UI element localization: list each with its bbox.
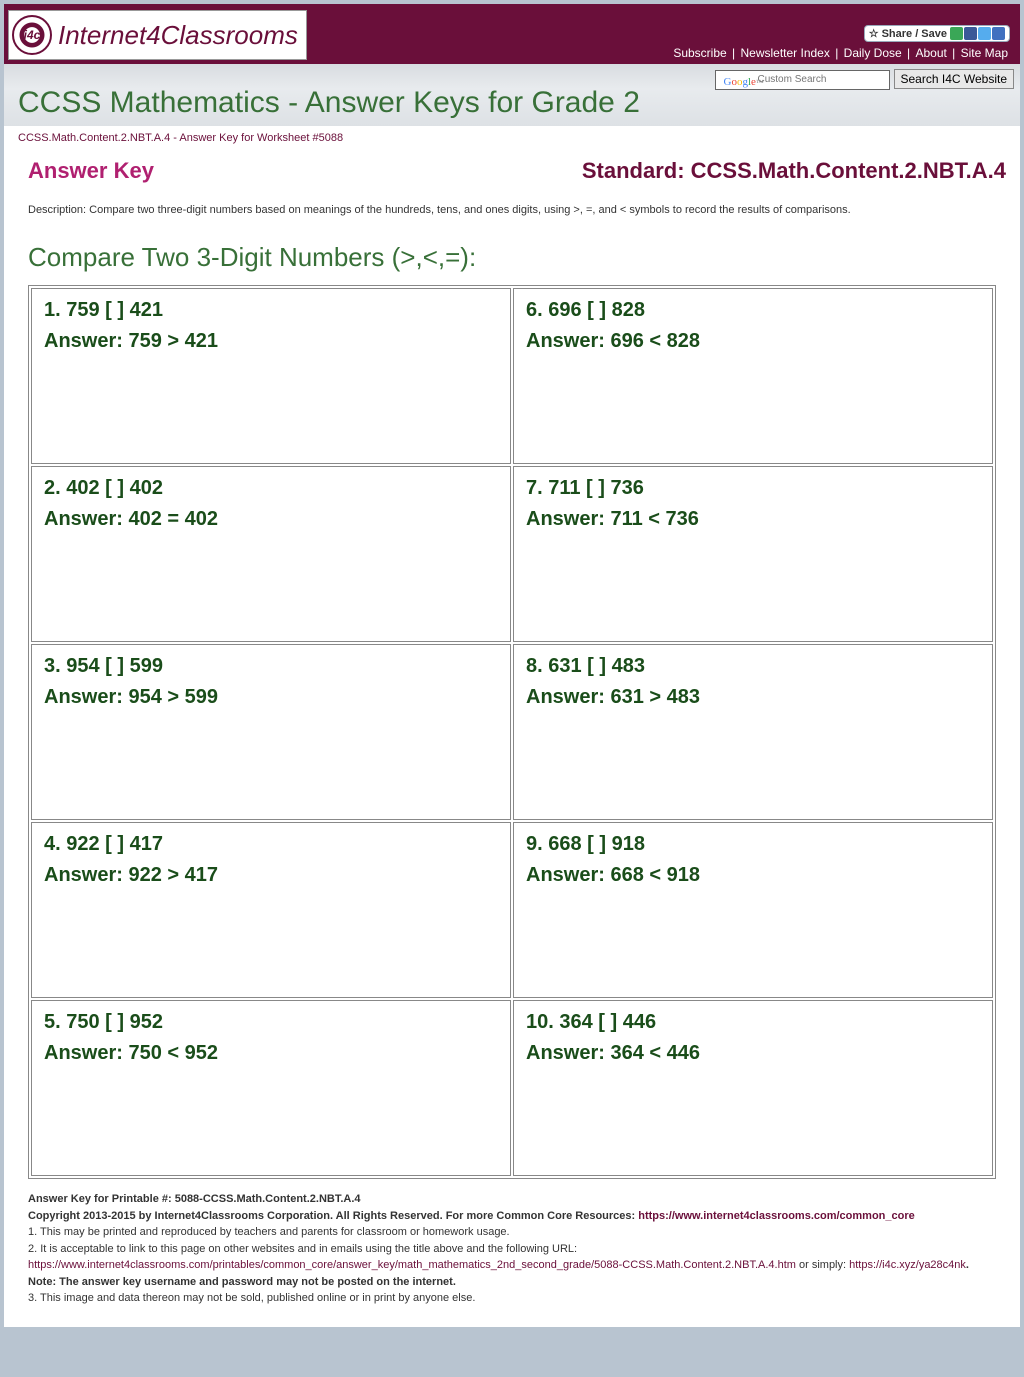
- footer: Answer Key for Printable #: 5088-CCSS.Ma…: [4, 1179, 1020, 1327]
- share-icon: [950, 27, 963, 40]
- problem-cell: 2. 402 [ ] 402 Answer: 402 = 402: [31, 466, 511, 642]
- problem-cell: 7. 711 [ ] 736 Answer: 711 < 736: [513, 466, 993, 642]
- breadcrumb: CCSS.Math.Content.2.NBT.A.4 - Answer Key…: [4, 126, 1020, 148]
- footer-url-long[interactable]: https://www.internet4classrooms.com/prin…: [28, 1259, 796, 1271]
- question-line: 8. 631 [ ] 483: [526, 655, 980, 678]
- nav-sitemap[interactable]: Site Map: [959, 46, 1010, 60]
- answer-line: Answer: 668 < 918: [526, 864, 980, 887]
- footer-printable: Answer Key for Printable #: 5088-CCSS.Ma…: [28, 1193, 361, 1205]
- footer-line2: 2. It is acceptable to link to this page…: [28, 1243, 577, 1255]
- footer-copyright: Copyright 2013-2015 by Internet4Classroo…: [28, 1210, 638, 1222]
- problem-cell: 9. 668 [ ] 918 Answer: 668 < 918: [513, 822, 993, 998]
- answer-line: Answer: 631 > 483: [526, 686, 980, 709]
- nav-subscribe[interactable]: Subscribe: [671, 46, 728, 60]
- description: Description: Compare two three-digit num…: [4, 184, 1020, 224]
- question-line: 10. 364 [ ] 446: [526, 1011, 980, 1034]
- footer-line3: 3. This image and data thereon may not b…: [28, 1292, 475, 1304]
- problem-cell: 6. 696 [ ] 828 Answer: 696 < 828: [513, 288, 993, 464]
- banner: Google™ Search I4C Website CCSS Mathemat…: [4, 64, 1020, 126]
- problem-cell: 10. 364 [ ] 446 Answer: 364 < 446: [513, 1000, 993, 1176]
- footer-cc-link[interactable]: https://www.internet4classrooms.com/comm…: [638, 1210, 915, 1222]
- standard-heading: Standard: CCSS.Math.Content.2.NBT.A.4: [582, 158, 1006, 184]
- footer-or: or simply:: [796, 1259, 849, 1271]
- nav-about[interactable]: About: [913, 46, 948, 60]
- problem-cell: 3. 954 [ ] 599 Answer: 954 > 599: [31, 644, 511, 820]
- answer-line: Answer: 922 > 417: [44, 864, 498, 887]
- twitter-icon: [978, 27, 991, 40]
- more-icon: [992, 27, 1005, 40]
- problems-table: 1. 759 [ ] 421 Answer: 759 > 421 6. 696 [ …: [28, 285, 996, 1179]
- header-bar: i4c Internet4Classrooms ☆ Share / Save S…: [4, 4, 1020, 64]
- facebook-icon: [964, 27, 977, 40]
- section-title: Compare Two 3-Digit Numbers (>,<,=):: [4, 224, 1020, 285]
- search-row: Google™ Search I4C Website: [715, 69, 1015, 90]
- question-line: 6. 696 [ ] 828: [526, 299, 980, 322]
- question-line: 7. 711 [ ] 736: [526, 477, 980, 500]
- question-line: 9. 668 [ ] 918: [526, 833, 980, 856]
- share-label: Share / Save: [882, 28, 947, 40]
- question-line: 1. 759 [ ] 421: [44, 299, 498, 322]
- footer-line1: 1. This may be printed and reproduced by…: [28, 1226, 510, 1238]
- footer-url-short[interactable]: https://i4c.xyz/ya28c4nk: [849, 1259, 966, 1271]
- problem-cell: 5. 750 [ ] 952 Answer: 750 < 952: [31, 1000, 511, 1176]
- problem-cell: 1. 759 [ ] 421 Answer: 759 > 421: [31, 288, 511, 464]
- problem-cell: 8. 631 [ ] 483 Answer: 631 > 483: [513, 644, 993, 820]
- answer-line: Answer: 954 > 599: [44, 686, 498, 709]
- answer-line: Answer: 759 > 421: [44, 330, 498, 353]
- logo-icon: i4c: [12, 15, 52, 55]
- problem-cell: 4. 922 [ ] 417 Answer: 922 > 417: [31, 822, 511, 998]
- search-input[interactable]: [715, 70, 890, 90]
- nav-daily-dose[interactable]: Daily Dose: [842, 46, 904, 60]
- answer-key-heading: Answer Key: [28, 158, 582, 184]
- question-line: 5. 750 [ ] 952: [44, 1011, 498, 1034]
- answer-line: Answer: 364 < 446: [526, 1042, 980, 1065]
- search-button[interactable]: Search I4C Website: [894, 69, 1015, 89]
- answer-line: Answer: 750 < 952: [44, 1042, 498, 1065]
- question-line: 4. 922 [ ] 417: [44, 833, 498, 856]
- page-title: CCSS Mathematics - Answer Keys for Grade…: [4, 68, 640, 126]
- question-line: 3. 954 [ ] 599: [44, 655, 498, 678]
- top-nav: Subscribe | Newsletter Index | Daily Dos…: [671, 46, 1010, 60]
- nav-newsletter[interactable]: Newsletter Index: [738, 46, 831, 60]
- answer-line: Answer: 711 < 736: [526, 508, 980, 531]
- answer-line: Answer: 696 < 828: [526, 330, 980, 353]
- logo[interactable]: i4c Internet4Classrooms: [8, 10, 307, 60]
- logo-text: Internet4Classrooms: [58, 20, 298, 51]
- share-save-button[interactable]: ☆ Share / Save: [864, 25, 1010, 42]
- question-line: 2. 402 [ ] 402: [44, 477, 498, 500]
- answer-line: Answer: 402 = 402: [44, 508, 498, 531]
